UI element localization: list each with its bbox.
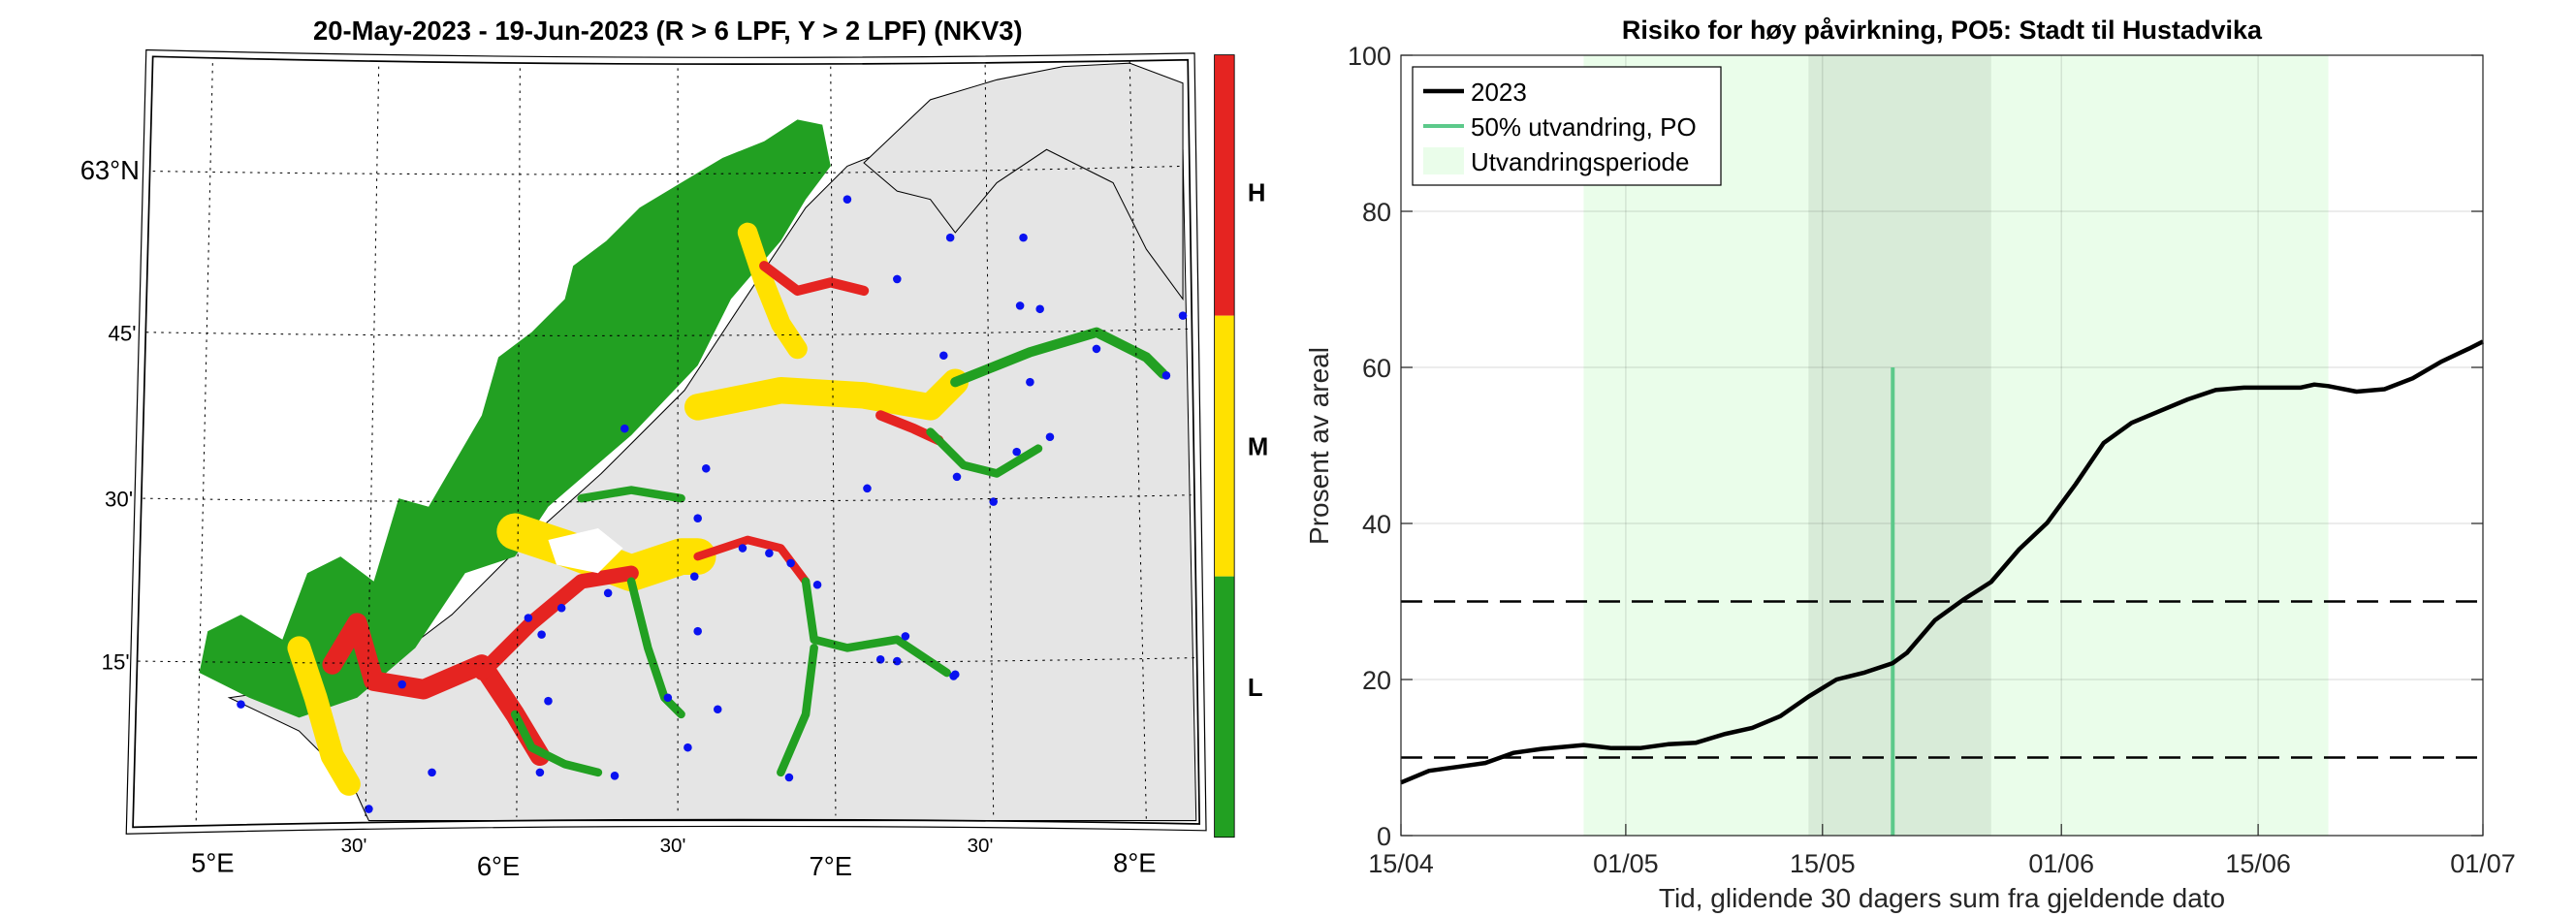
lon-label: 30' xyxy=(341,835,367,857)
lat-label: 63°N xyxy=(80,155,140,185)
legend-entry: Utvandringsperiode xyxy=(1471,147,1689,176)
x-ticks: 15/04 01/05 15/05 01/06 15/06 01/07 xyxy=(1368,824,2516,878)
x-tick-label: 15/05 xyxy=(1790,849,1856,878)
fjord-low xyxy=(926,427,1043,478)
colorbar: H M L xyxy=(1214,54,1268,838)
y-tick-label: 60 xyxy=(1362,354,1391,383)
risk-chart: Risiko for høy påvirkning, PO5: Stadt ti… xyxy=(1304,16,2516,913)
y-tick-label: 20 xyxy=(1362,666,1391,695)
y-tick-label: 100 xyxy=(1348,42,1391,71)
fjord-low xyxy=(801,577,952,678)
lon-label: 5°E xyxy=(191,848,234,878)
fjord-low xyxy=(510,710,603,777)
y-axis-label: Prosent av areal xyxy=(1304,347,1334,545)
lat-label: 45' xyxy=(108,321,136,345)
coastal-zone-low xyxy=(199,119,831,718)
lat-label: 15' xyxy=(102,650,130,675)
fjord-low xyxy=(777,644,818,777)
legend: 2023 50% utvandring, PO Utvandringsperio… xyxy=(1412,66,1722,186)
map-frame-outer xyxy=(125,48,1207,835)
fjord-low xyxy=(577,486,685,503)
map-frame xyxy=(132,55,1201,829)
lon-label: 30' xyxy=(968,835,994,857)
colorbar-high xyxy=(1214,54,1235,316)
colorbar-label-high: H xyxy=(1248,179,1266,206)
plot-frame xyxy=(1400,54,2484,837)
colorbar-low xyxy=(1214,576,1235,838)
x-tick-label: 01/05 xyxy=(1593,849,1659,878)
legend-entry: 2023 xyxy=(1471,78,1527,107)
x-tick-label: 01/07 xyxy=(2450,849,2516,878)
fjord-low xyxy=(626,577,685,719)
x-tick-label: 15/04 xyxy=(1368,849,1434,878)
series-line-2023 xyxy=(1400,339,2485,785)
fjord-moderate xyxy=(737,222,808,360)
lon-label: 6°E xyxy=(477,851,520,881)
fjord-moderate xyxy=(684,368,969,421)
risk-map: 20-May-2023 - 19-Jun-2023 (R > 6 LPF, Y … xyxy=(80,16,1269,881)
x-axis-label: Tid, glidende 30 dagers sum fra gjeldend… xyxy=(1659,883,2225,913)
chart-title: Risiko for høy påvirkning, PO5: Stadt ti… xyxy=(1622,16,2263,45)
fjord-high xyxy=(474,565,639,680)
lon-label: 30' xyxy=(660,835,686,857)
threshold-lines xyxy=(1401,600,2483,759)
graticule xyxy=(138,61,1195,823)
legend-swatch-span xyxy=(1423,147,1464,174)
latitude-labels: 63°N 45' 30' 15' xyxy=(80,155,140,674)
y-ticks: 0 20 40 60 80 100 xyxy=(1348,42,2483,851)
lat-label: 30' xyxy=(105,488,133,512)
station-markers xyxy=(237,195,1188,813)
colorbar-label-moderate: M xyxy=(1248,434,1268,461)
colorbar-moderate xyxy=(1214,315,1235,577)
longitude-labels: 5°E 30' 6°E 30' 7°E 30' 8°E xyxy=(191,835,1157,881)
migration-core-span xyxy=(1808,55,1991,836)
lon-label: 7°E xyxy=(810,851,852,881)
x-tick-label: 15/06 xyxy=(2225,849,2291,878)
legend-entry: 50% utvandring, PO xyxy=(1471,112,1697,142)
fjord-moderate xyxy=(287,636,361,796)
map-title: 20-May-2023 - 19-Jun-2023 (R > 6 LPF, Y … xyxy=(313,16,1023,46)
lon-label: 8°E xyxy=(1113,848,1156,878)
y-tick-label: 80 xyxy=(1362,198,1391,227)
fjord-low xyxy=(950,327,1168,388)
y-tick-label: 0 xyxy=(1377,822,1391,851)
colorbar-label-low: L xyxy=(1248,675,1263,702)
map-area xyxy=(125,48,1207,835)
map-land-north xyxy=(863,62,1184,301)
x-tick-label: 01/06 xyxy=(2028,849,2094,878)
fjord-high xyxy=(759,261,870,297)
open-water-patch xyxy=(548,527,623,574)
y-tick-label: 40 xyxy=(1362,510,1391,539)
